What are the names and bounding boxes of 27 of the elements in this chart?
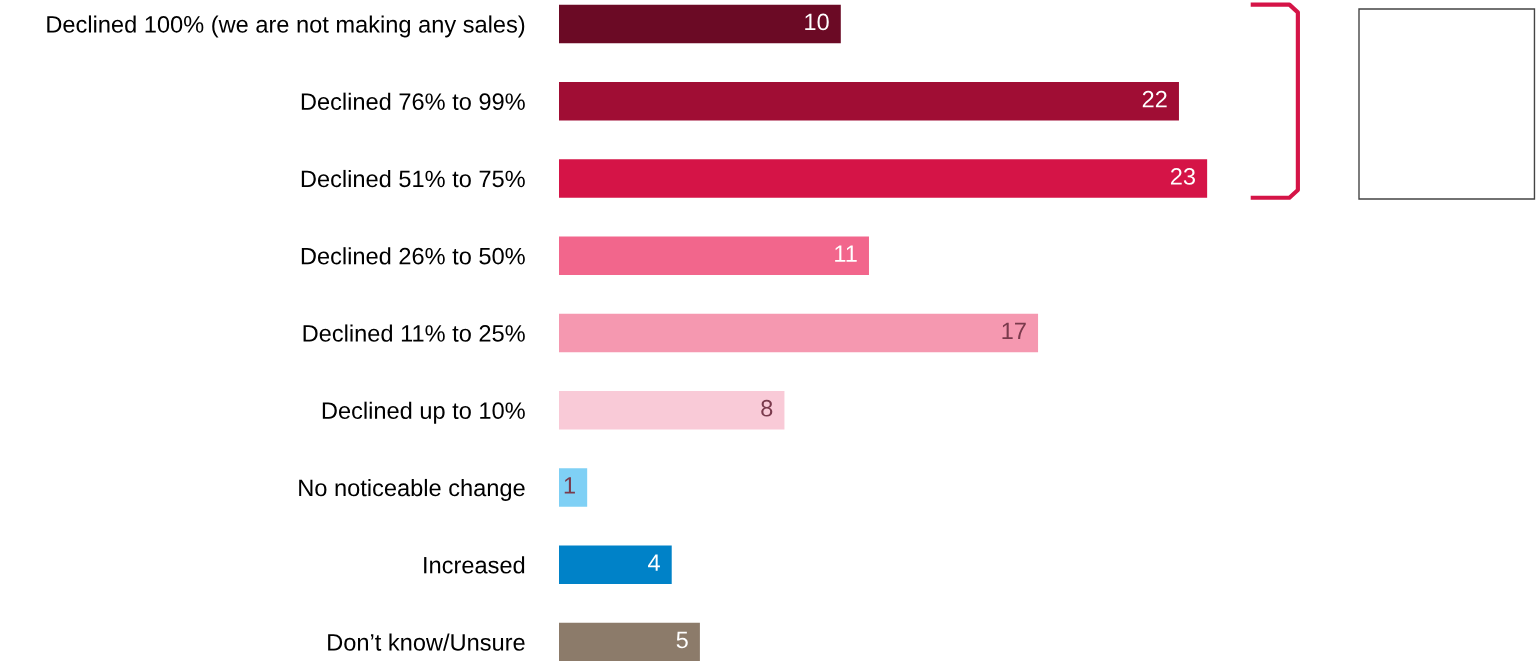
data-label: 5 bbox=[676, 631, 688, 649]
y-tick-label: Declined 76% to 99% bbox=[301, 92, 525, 110]
data-label: 8 bbox=[761, 399, 773, 417]
y-tick-label: Declined up to 10% bbox=[322, 401, 525, 424]
bar bbox=[559, 313, 1039, 353]
bar bbox=[559, 4, 841, 44]
bar bbox=[559, 236, 869, 276]
bar bbox=[559, 545, 672, 585]
bar bbox=[559, 81, 1179, 121]
bar bbox=[559, 390, 785, 430]
y-tick-label: Declined 26% to 50% bbox=[301, 247, 525, 265]
data-label: 23 bbox=[1170, 168, 1195, 185]
y-tick-label: Increased bbox=[424, 556, 525, 574]
data-label: 10 bbox=[805, 13, 829, 31]
data-label: 17 bbox=[1002, 322, 1026, 340]
bar bbox=[559, 622, 700, 661]
bar bbox=[559, 468, 588, 507]
data-label: 1 bbox=[564, 477, 575, 494]
bar bbox=[559, 159, 1208, 198]
y-tick-label: Declined 51% to 75% bbox=[301, 169, 525, 188]
data-label: 4 bbox=[648, 554, 660, 571]
y-tick-label: Declined 100% (we are not making any sales) bbox=[47, 15, 525, 38]
y-tick-label: Declined 11% to 25% bbox=[303, 324, 525, 342]
y-tick-label: Don’t know/Unsure bbox=[328, 633, 525, 651]
data-label: 11 bbox=[835, 245, 857, 262]
y-tick-label: No noticeable change bbox=[299, 478, 525, 501]
data-label: 22 bbox=[1142, 90, 1167, 108]
